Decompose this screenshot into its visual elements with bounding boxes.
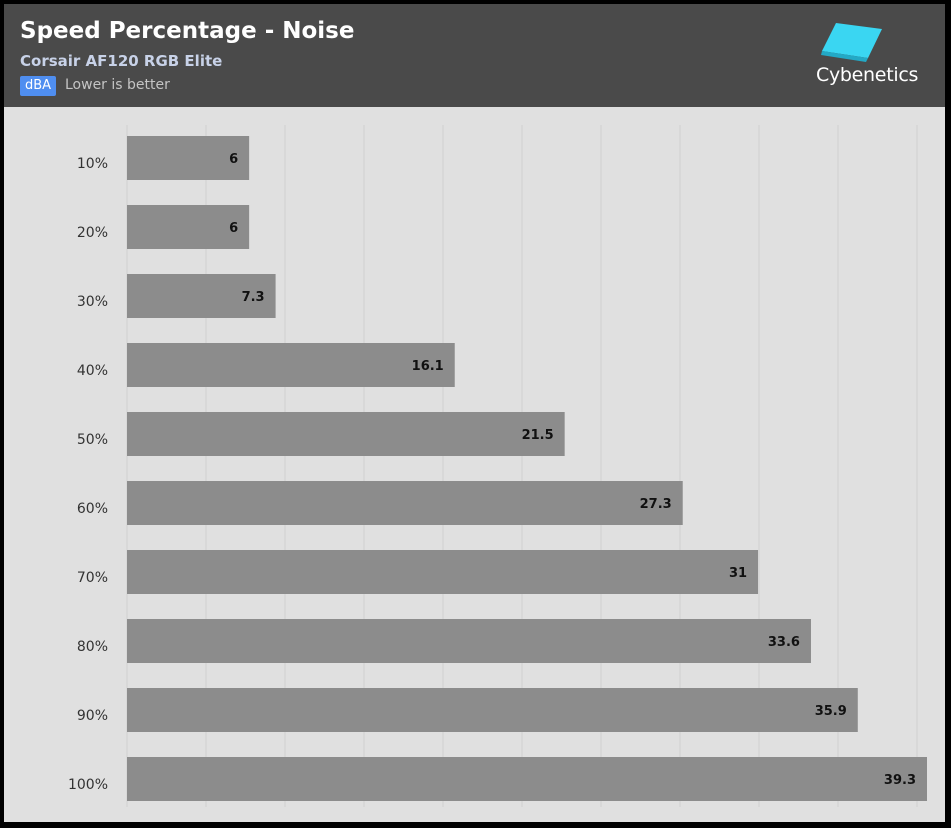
bar-90-percent [127, 688, 858, 732]
bar-chart: 10% 20% 30% 40% 50% 60% 70% 80% 90% 100% 6 6 7.3 16.… [68, 125, 927, 807]
value-label: 33.6 [768, 635, 800, 650]
bar-10-percent [127, 136, 250, 180]
value-label: 27.3 [640, 497, 672, 512]
chart-frame: Speed Percentage - Noise Corsair AF120 R… [4, 4, 945, 822]
chart-title: Speed Percentage - Noise [20, 18, 355, 44]
category-label: 100% [68, 777, 108, 793]
value-labels: 6 6 7.3 16.1 21.5 27.3 31 33.6 35.9 39.3 [229, 152, 916, 788]
value-label: 7.3 [242, 290, 265, 305]
bar-70-percent [127, 550, 759, 594]
bar-80-percent [127, 619, 811, 663]
category-label: 90% [77, 708, 108, 724]
category-label: 30% [77, 294, 108, 310]
category-label: 40% [77, 363, 108, 379]
category-label: 50% [77, 432, 108, 448]
category-label: 70% [77, 570, 108, 586]
value-label: 6 [229, 152, 238, 167]
category-label: 80% [77, 639, 108, 655]
lower-is-better-note: Lower is better [65, 77, 170, 93]
bar-30-percent [127, 274, 276, 318]
value-label: 39.3 [884, 773, 916, 788]
value-label: 16.1 [412, 359, 444, 374]
category-label: 20% [77, 225, 108, 241]
chart-bars [127, 136, 927, 801]
category-label: 60% [77, 501, 108, 517]
bar-100-percent [127, 757, 927, 801]
value-label: 35.9 [815, 704, 847, 719]
value-label: 31 [729, 566, 747, 581]
category-label: 10% [77, 156, 108, 172]
bar-20-percent [127, 205, 250, 249]
category-labels: 10% 20% 30% 40% 50% 60% 70% 80% 90% 100% [68, 156, 108, 793]
bar-50-percent [127, 412, 565, 456]
chart-header: Speed Percentage - Noise Corsair AF120 R… [4, 4, 945, 107]
value-label: 21.5 [522, 428, 554, 443]
value-label: 6 [229, 221, 238, 236]
bar-60-percent [127, 481, 683, 525]
cybenetics-logo: Cybenetics [816, 20, 919, 90]
cybenetics-logo-icon [821, 23, 882, 62]
bar-40-percent [127, 343, 455, 387]
chart-subtitle: Corsair AF120 RGB Elite [20, 52, 223, 70]
unit-badge: dBA [20, 76, 57, 96]
cybenetics-logo-text: Cybenetics [816, 64, 919, 86]
